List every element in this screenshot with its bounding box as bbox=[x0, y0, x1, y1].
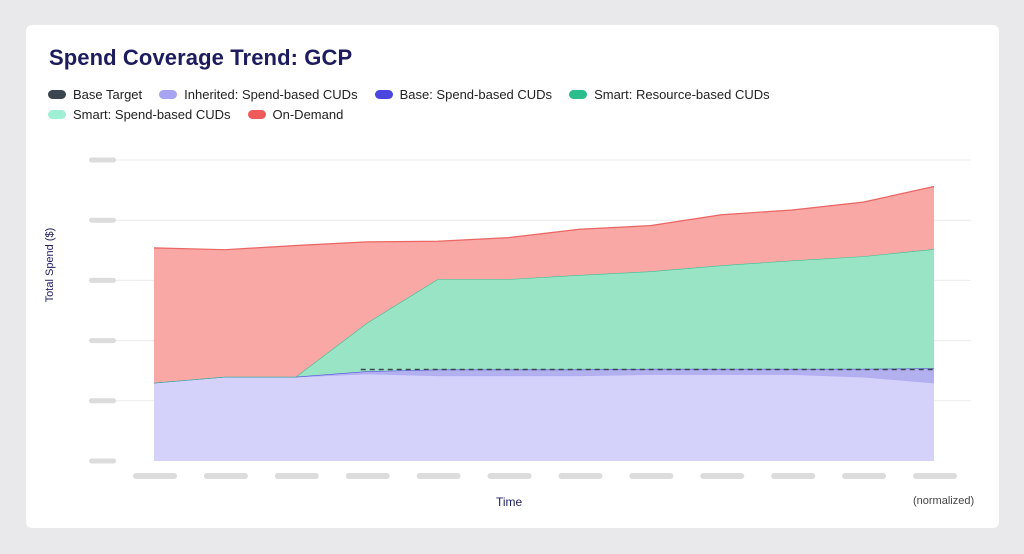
y-tick-label bbox=[89, 157, 116, 163]
legend-label: Base: Spend-based CUDs bbox=[399, 87, 553, 102]
legend-swatch bbox=[159, 90, 178, 99]
legend-item-base-spend-cuds[interactable]: Base: Spend-based CUDs bbox=[374, 87, 553, 102]
legend-item-smart-resource-cuds[interactable]: Smart: Resource-based CUDs bbox=[569, 87, 770, 102]
x-tick-label bbox=[771, 473, 816, 479]
x-tick-label bbox=[133, 473, 177, 479]
chart-title: Spend Coverage Trend: GCP bbox=[49, 45, 353, 70]
legend-swatch bbox=[374, 90, 393, 99]
legend-label: Smart: Resource-based CUDs bbox=[594, 87, 770, 102]
area-base-spend-based-cuds bbox=[154, 368, 934, 383]
area-on-demand bbox=[154, 186, 934, 383]
x-tick-label bbox=[274, 473, 319, 479]
x-axis-note: (normalized) bbox=[913, 495, 975, 507]
x-axis-label: Time bbox=[496, 495, 523, 509]
y-tick-label bbox=[89, 217, 116, 223]
x-tick-label bbox=[345, 473, 390, 479]
legend-item-inherited-spend-cuds[interactable]: Inherited: Spend-based CUDs bbox=[159, 87, 358, 102]
x-tick-label bbox=[487, 473, 532, 479]
legend-item-smart-spend-cuds[interactable]: Smart: Spend-based CUDs bbox=[48, 107, 231, 122]
x-tick-label bbox=[913, 473, 957, 479]
y-tick-label bbox=[89, 458, 116, 464]
legend-label: Inherited: Spend-based CUDs bbox=[184, 87, 358, 102]
legend-item-on-demand[interactable]: On-Demand bbox=[247, 107, 344, 122]
x-tick-label bbox=[416, 473, 461, 479]
legend-label: Smart: Spend-based CUDs bbox=[73, 107, 231, 122]
area-inherited-spend-based-cuds bbox=[154, 373, 934, 461]
legend-item-base-target[interactable]: Base Target bbox=[48, 87, 142, 102]
legend-label: On-Demand bbox=[272, 107, 344, 122]
y-tick-label bbox=[89, 277, 116, 283]
x-tick-label bbox=[842, 473, 887, 479]
legend: Base Target Inherited: Spend-based CUDs … bbox=[48, 87, 808, 122]
chart-card: Spend Coverage Trend: GCP Base Target In… bbox=[26, 25, 999, 528]
x-tick-label bbox=[700, 473, 745, 479]
series-edge bbox=[153, 185, 935, 251]
area-smart-resource-based-cuds bbox=[154, 249, 934, 383]
y-axis-label: Total Spend ($) bbox=[44, 227, 56, 303]
x-tick-label bbox=[629, 473, 674, 479]
legend-label: Base Target bbox=[73, 87, 143, 102]
legend-swatch bbox=[247, 110, 266, 119]
legend-swatch bbox=[48, 110, 66, 119]
x-tick-label bbox=[558, 473, 603, 479]
y-tick-label bbox=[89, 338, 116, 344]
legend-swatch bbox=[569, 90, 588, 99]
x-tick-label bbox=[203, 473, 248, 479]
plot-area bbox=[89, 157, 971, 479]
legend-swatch bbox=[48, 90, 66, 99]
y-tick-label bbox=[89, 398, 116, 404]
